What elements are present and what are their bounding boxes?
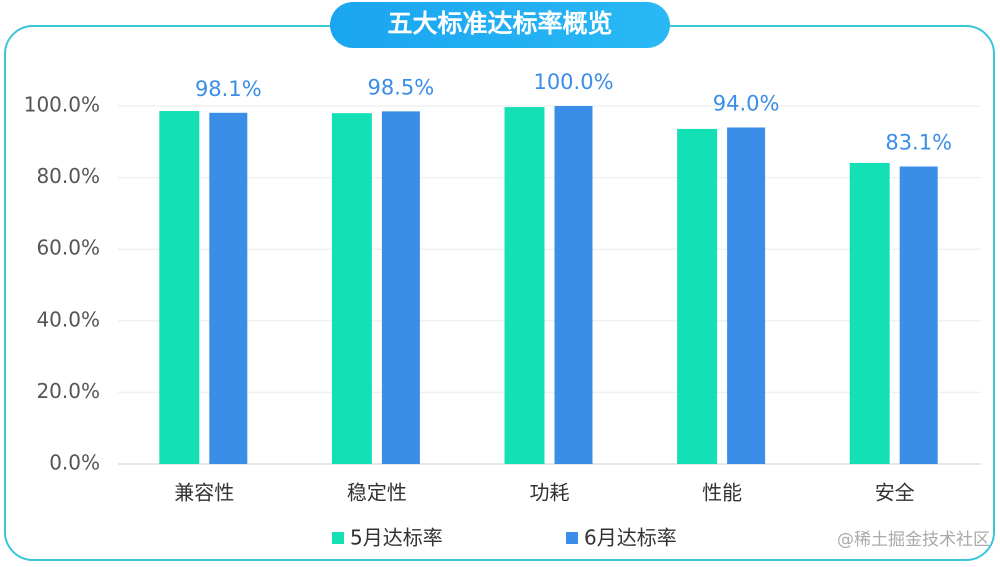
value-label: 98.5% <box>368 75 435 99</box>
y-tick-label: 100.0% <box>24 93 100 117</box>
legend-label: 5月达标率 <box>350 526 443 550</box>
watermark: @稀土掘金技术社区 <box>837 530 990 550</box>
bar <box>849 162 890 464</box>
value-label: 94.0% <box>713 91 780 115</box>
y-tick-label: 60.0% <box>36 236 100 260</box>
value-label: 98.1% <box>195 77 262 101</box>
title-pill <box>330 2 670 48</box>
x-tick-label: 安全 <box>875 481 915 505</box>
bar <box>899 166 938 464</box>
bar <box>677 128 718 465</box>
bar <box>159 111 200 465</box>
value-label: 100.0% <box>533 70 613 94</box>
bar <box>504 107 545 464</box>
x-tick-label: 性能 <box>702 481 742 505</box>
chart-title: 五大标准达标率概览 <box>387 9 612 38</box>
y-tick-label: 80.0% <box>36 164 100 188</box>
x-tick-label: 兼容性 <box>174 481 234 505</box>
bar <box>331 113 372 464</box>
legend-swatch <box>566 532 578 544</box>
x-tick-label: 功耗 <box>530 481 570 505</box>
legend-label: 6月达标率 <box>584 526 677 550</box>
bar <box>209 112 248 464</box>
legend-swatch <box>332 532 344 544</box>
y-tick-label: 20.0% <box>36 379 100 403</box>
value-label: 83.1% <box>885 131 952 155</box>
bar <box>554 106 593 464</box>
x-tick-label: 稳定性 <box>347 481 407 505</box>
y-tick-label: 40.0% <box>36 307 100 331</box>
bar <box>727 127 766 464</box>
bar <box>381 111 420 465</box>
y-tick-label: 0.0% <box>49 451 100 475</box>
